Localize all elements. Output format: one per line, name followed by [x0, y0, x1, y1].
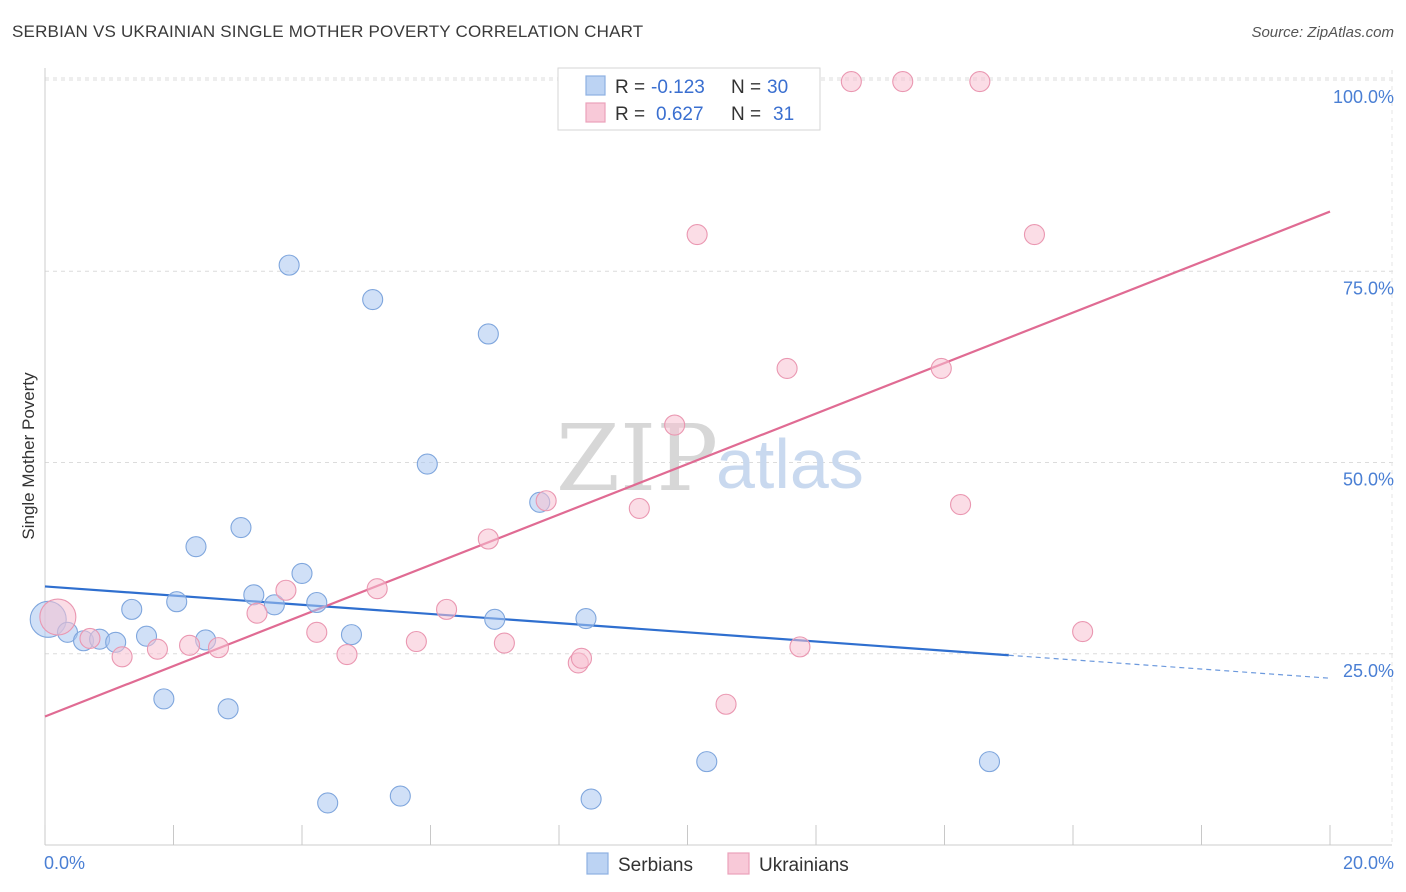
ukrainians-point-9 [336, 643, 358, 666]
serbians-point-21 [389, 785, 411, 807]
y-axis-title: Single Mother Poverty [19, 372, 38, 540]
legend-r-label-serbians: R = [615, 77, 645, 98]
series-legend-label-ukrainians: Ukrainians [759, 855, 849, 876]
ukrainians-point-27 [950, 494, 972, 516]
serbians-point-22 [416, 453, 438, 475]
serbians-point-11 [217, 698, 239, 720]
legend-swatch-ukrainians [585, 102, 606, 123]
ukrainians-point-10 [366, 578, 388, 600]
serbians-point-16 [291, 562, 313, 584]
ukrainians-point-0 [39, 598, 77, 636]
ukrainians-point-13 [477, 528, 499, 550]
ukrainians-point-17 [570, 647, 593, 669]
ukrainians-point-28 [969, 70, 991, 93]
ukrainians-point-4 [179, 634, 201, 656]
chart-source: Source: ZipAtlas.com [1251, 24, 1394, 41]
series-legend: Serbians Ukrainians [586, 852, 849, 876]
serbians-point-28 [696, 751, 718, 773]
legend: R = -0.123 N = 30 R = 0.627 N = 31 [557, 67, 821, 131]
series-legend-swatch-ukrainians [727, 852, 750, 875]
ukrainians-trend-line [44, 210, 1331, 718]
ukrainians-point-25 [892, 70, 914, 93]
serbians-point-20 [362, 289, 384, 311]
serbians-point-13 [243, 584, 265, 606]
ukrainians-point-14 [493, 632, 515, 654]
ukrainians-point-21 [715, 693, 737, 715]
watermark: ZIP atlas [556, 405, 864, 512]
serbians-point-14 [263, 594, 285, 616]
serbians-point-18 [317, 792, 339, 814]
x-tick-label-0: 0.0% [44, 853, 85, 873]
serbians-point-27 [580, 788, 602, 810]
legend-n-value-serbians: 30 [767, 77, 788, 98]
ukrainians-point-22 [776, 357, 798, 379]
serbians-point-8 [166, 591, 188, 613]
legend-swatch-serbians [585, 75, 606, 96]
legend-r-value-serbians: -0.123 [651, 77, 705, 98]
ukrainians-point-29 [1023, 223, 1045, 246]
ukrainians-point-26 [930, 357, 952, 379]
serbians-point-26 [575, 608, 597, 630]
ukrainians-point-18 [628, 497, 650, 519]
y-tick-label-3: 100.0% [1333, 87, 1394, 107]
chart-title: SERBIAN VS UKRAINIAN SINGLE MOTHER POVER… [12, 22, 644, 41]
data-points [29, 70, 1094, 814]
legend-n-value-ukrainians: 31 [773, 104, 794, 125]
legend-r-value-ukrainians: 0.627 [656, 104, 704, 125]
ukrainians-point-11 [405, 630, 427, 653]
axes [44, 68, 1392, 846]
serbians-trend-line [44, 585, 1009, 657]
ukrainians-point-2 [111, 646, 133, 668]
ukrainians-point-23 [789, 636, 811, 658]
y-tick-label-2: 75.0% [1343, 278, 1394, 298]
legend-n-label-ukrainians: N = [731, 104, 761, 125]
ukrainians-point-1 [79, 627, 101, 650]
ukrainians-point-5 [207, 637, 230, 659]
serbians-point-24 [484, 608, 506, 630]
ukrainians-point-6 [246, 602, 268, 624]
y-tick-label-0: 25.0% [1343, 661, 1394, 681]
tick-labels: 25.0% 50.0% 75.0% 100.0% 0.0% 20.0% [44, 87, 1394, 873]
ukrainians-point-15 [535, 490, 557, 512]
trend-lines [44, 210, 1331, 718]
serbians-point-12 [230, 516, 252, 539]
series-legend-label-serbians: Serbians [618, 855, 693, 876]
x-tick-label-1: 20.0% [1343, 853, 1394, 873]
serbians-point-23 [477, 323, 499, 345]
watermark-zip: ZIP [556, 405, 718, 512]
series-legend-swatch-serbians [586, 852, 609, 875]
serbians-point-29 [978, 751, 1001, 773]
serbians-point-7 [153, 688, 175, 710]
serbians-point-17 [306, 591, 328, 614]
ukrainians-point-3 [146, 638, 168, 660]
ukrainians-point-24 [840, 70, 862, 93]
ukrainians-point-8 [306, 621, 328, 643]
ukrainians-point-30 [1072, 621, 1094, 643]
ukrainians-point-7 [275, 579, 297, 601]
ukrainians-point-12 [436, 598, 458, 620]
y-tick-label-1: 50.0% [1343, 470, 1394, 490]
ukrainians-point-19 [664, 414, 686, 436]
watermark-atlas: atlas [716, 425, 864, 503]
serbians-trend-extension [1008, 654, 1331, 679]
serbians-point-19 [340, 624, 363, 646]
serbians-point-15 [278, 254, 300, 276]
legend-r-label-ukrainians: R = [615, 104, 645, 125]
serbians-point-9 [185, 536, 207, 558]
ukrainians-point-20 [686, 223, 708, 246]
legend-n-label-serbians: N = [731, 77, 761, 98]
serbians-point-5 [121, 598, 143, 620]
